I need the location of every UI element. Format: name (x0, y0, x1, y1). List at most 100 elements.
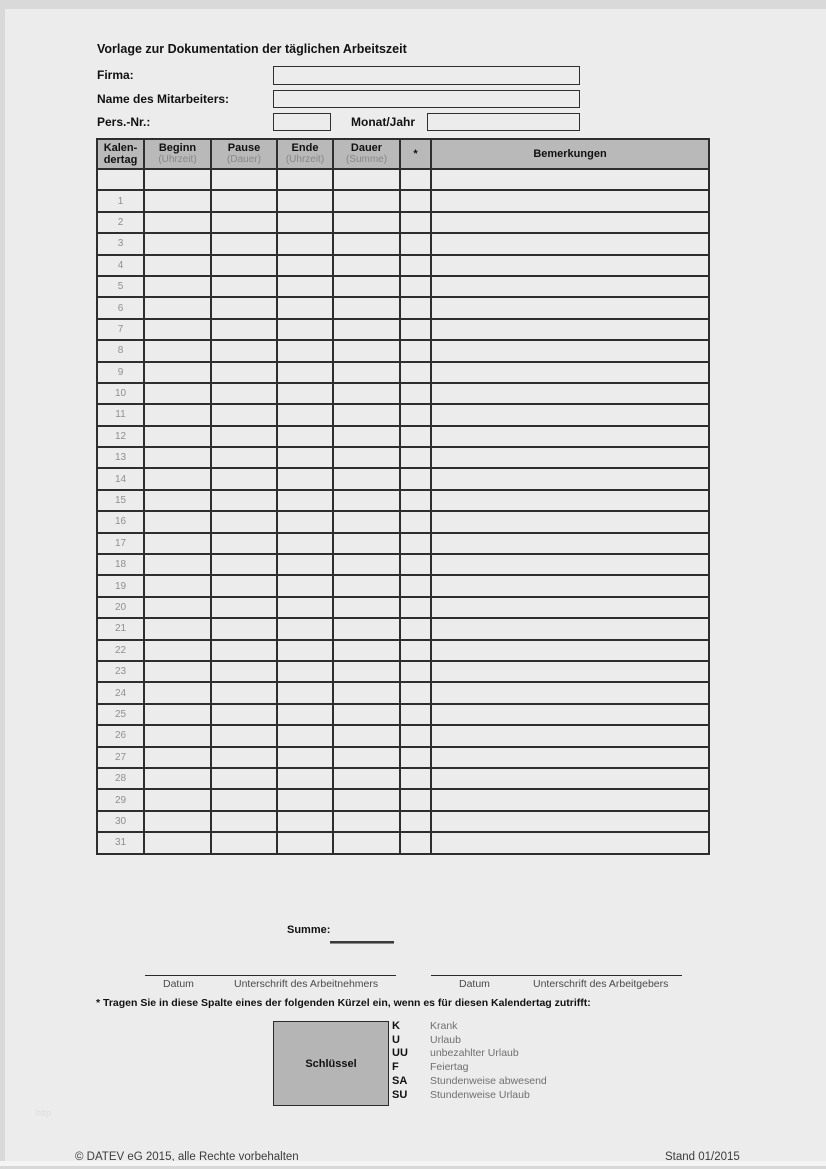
entry-cell (210, 253, 278, 277)
entry-cell (276, 274, 334, 299)
entry-cell (276, 446, 334, 470)
entry-cell (399, 831, 432, 855)
entry-cell (143, 446, 212, 470)
day-cell: 28 (96, 766, 145, 791)
legend-list: K Krank U Urlaub UU unbezahlter Urlaub F Feiert… (392, 1019, 547, 1102)
table-row: 13 (96, 446, 710, 470)
day-cell: 14 (96, 467, 145, 491)
entry-cell (430, 403, 710, 427)
entry-cell (332, 274, 401, 299)
firma-label: Firma: (97, 68, 134, 82)
entry-cell (210, 317, 278, 342)
entry-cell (332, 809, 401, 834)
entry-cell (143, 381, 212, 406)
day-cell: 23 (96, 659, 145, 684)
day-cell: 1 (96, 189, 145, 213)
personalnummer-input[interactable] (273, 113, 331, 131)
entry-cell (332, 446, 401, 470)
entry-cell (332, 210, 401, 235)
entry-cell (210, 574, 278, 598)
day-cell: 13 (96, 446, 145, 470)
entry-cell (399, 681, 432, 705)
entry-cell (332, 403, 401, 427)
entry-cell (143, 681, 212, 705)
day-cell: 15 (96, 488, 145, 513)
legend-code: F (392, 1061, 399, 1074)
entry-cell (276, 659, 334, 684)
table-row (96, 167, 710, 192)
entry-cell (332, 189, 401, 213)
entry-cell (332, 595, 401, 620)
summe-label: Summe: (287, 924, 331, 936)
entry-cell (210, 488, 278, 513)
unterschrift-arbeitgeber-label: Unterschrift des Arbeitgebers (533, 978, 669, 990)
entry-cell (332, 574, 401, 598)
entry-cell (143, 360, 212, 384)
table-row: 4 (96, 253, 710, 277)
entry-cell (430, 617, 710, 641)
entry-cell (399, 381, 432, 406)
entry-cell (332, 788, 401, 812)
column-header-pause: Pause (Dauer) (210, 138, 278, 170)
entry-cell (143, 831, 212, 855)
day-cell: 19 (96, 574, 145, 598)
unterschrift-arbeitnehmer-label: Unterschrift des Arbeitnehmers (234, 978, 379, 990)
entry-cell (210, 167, 278, 192)
column-header-kalendertag: Kalen-dertag (96, 138, 145, 170)
legend-label: Stundenweise Urlaub (430, 1088, 530, 1101)
entry-cell (210, 724, 278, 748)
page-edge-bottom-light (0, 1161, 826, 1166)
firma-input[interactable] (273, 66, 580, 85)
entry-cell (210, 638, 278, 663)
entry-cell (210, 424, 278, 449)
table-row: 19 (96, 574, 710, 598)
entry-cell (143, 189, 212, 213)
legend-entry: UU unbezahlter Urlaub (392, 1047, 547, 1061)
schluessel-box: Schlüssel (273, 1021, 389, 1106)
day-cell: 3 (96, 232, 145, 256)
entry-cell (399, 745, 432, 769)
table-row: 9 (96, 360, 710, 384)
day-cell: 24 (96, 681, 145, 705)
entry-cell (210, 788, 278, 812)
legend-label: Feiertag (430, 1061, 469, 1074)
entry-cell (332, 381, 401, 406)
entry-cell (143, 296, 212, 320)
entry-cell (430, 510, 710, 534)
entry-cell (276, 403, 334, 427)
entry-cell (399, 403, 432, 427)
entry-cell (399, 232, 432, 256)
entry-cell (399, 724, 432, 748)
entry-cell (143, 467, 212, 491)
table-row: 27 (96, 745, 710, 769)
entry-cell (332, 317, 401, 342)
legend-label: Krank (430, 1019, 458, 1032)
entry-cell (399, 424, 432, 449)
entry-cell (399, 595, 432, 620)
legend-code: K (392, 1019, 400, 1032)
day-cell: 4 (96, 253, 145, 277)
table-row: 20 (96, 595, 710, 620)
entry-cell (143, 659, 212, 684)
entry-cell (143, 595, 212, 620)
entry-cell (430, 167, 710, 192)
footer: © DATEV eG 2015, alle Rechte vorbehalten… (0, 1148, 826, 1162)
entry-cell (399, 274, 432, 299)
day-cell: 22 (96, 638, 145, 663)
entry-cell (276, 531, 334, 556)
entry-cell (332, 766, 401, 791)
entry-cell (276, 574, 334, 598)
entry-cell (143, 766, 212, 791)
entry-cell (430, 659, 710, 684)
monat-jahr-input[interactable] (427, 113, 580, 131)
entry-cell (399, 467, 432, 491)
mitarbeiter-name-input[interactable] (273, 90, 580, 108)
entry-cell (332, 296, 401, 320)
day-cell (96, 167, 145, 192)
entry-cell (430, 638, 710, 663)
datum-label-employee: Datum (163, 978, 194, 990)
table-row: 22 (96, 638, 710, 663)
entry-cell (430, 424, 710, 449)
entry-cell (210, 702, 278, 727)
entry-cell (430, 553, 710, 577)
